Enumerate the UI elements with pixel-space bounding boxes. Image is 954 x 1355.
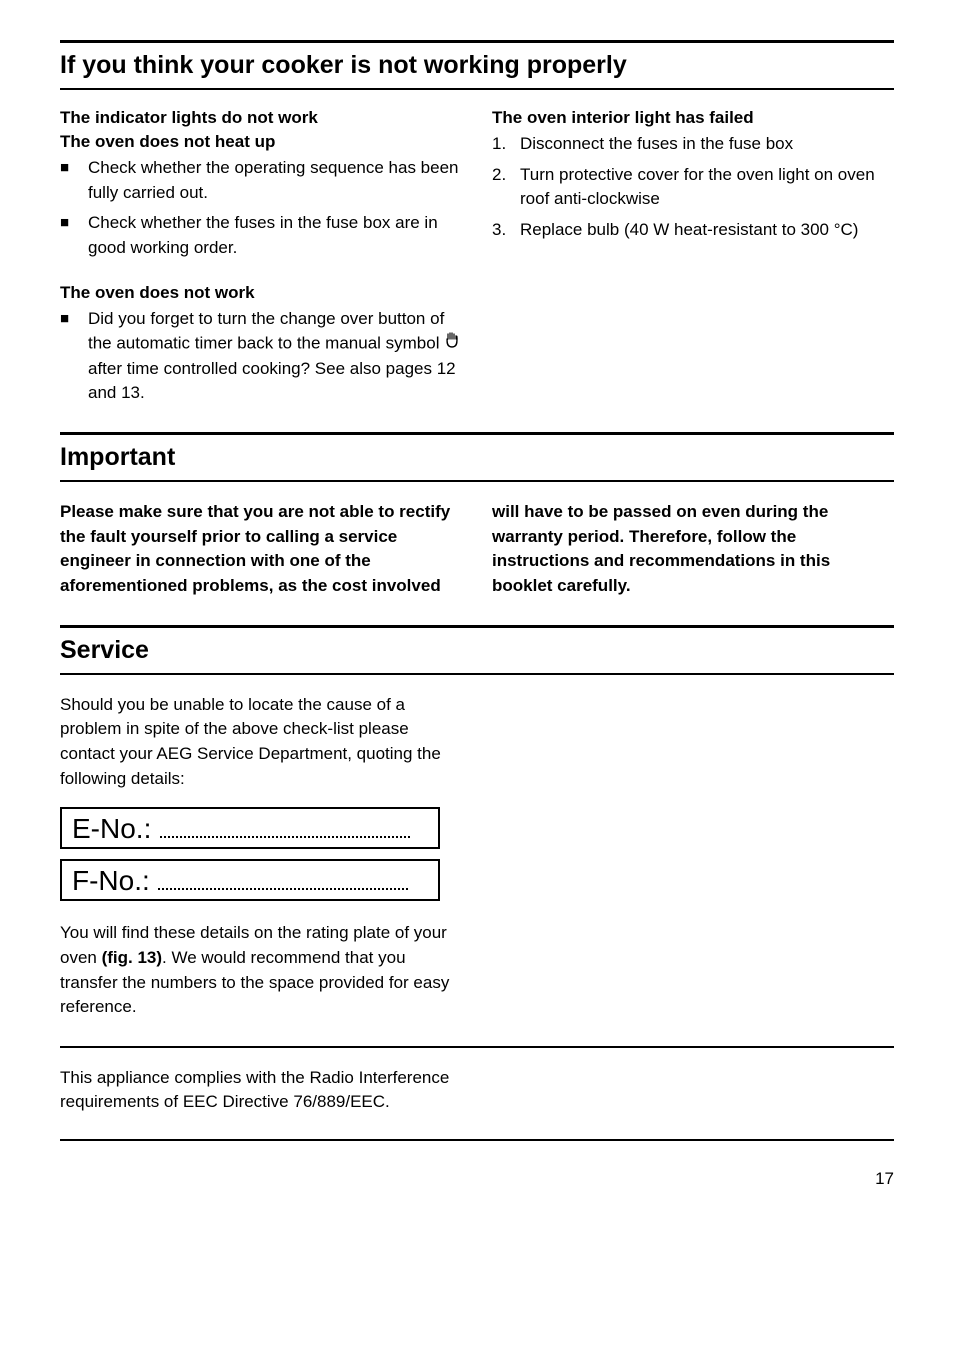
e-number-field[interactable] <box>160 836 410 838</box>
compliance-row: This appliance complies with the Radio I… <box>60 1066 894 1121</box>
f-number-label: F-No.: <box>72 865 150 897</box>
section-title-wrap: If you think your cooker is not working … <box>60 40 894 90</box>
two-column-layout: Please make sure that you are not able t… <box>60 500 894 605</box>
e-number-box: E-No.: <box>60 807 440 849</box>
important-text-right: will have to be passed on even during th… <box>492 500 894 599</box>
bullet-list-no-heat: Check whether the operating sequence has… <box>60 156 462 261</box>
left-column: Should you be unable to locate the cause… <box>60 693 462 1026</box>
troubleshooting-section: If you think your cooker is not working … <box>60 40 894 412</box>
f-number-box: F-No.: <box>60 859 440 901</box>
list-item: Turn protective cover for the oven light… <box>492 163 894 212</box>
f-number-field[interactable] <box>158 888 408 890</box>
bullet-text-pre: Did you forget to turn the change over b… <box>88 309 444 353</box>
subhead-oven-light: The oven interior light has failed <box>492 108 894 128</box>
fig-ref: (fig. 13) <box>102 948 162 967</box>
section-title: Service <box>60 636 894 665</box>
right-column <box>492 693 894 1026</box>
list-item: Check whether the fuses in the fuse box … <box>60 211 462 260</box>
compliance-text: This appliance complies with the Radio I… <box>60 1066 462 1115</box>
horizontal-rule <box>60 1139 894 1141</box>
right-column: will have to be passed on even during th… <box>492 500 894 605</box>
service-section: Service Should you be unable to locate t… <box>60 625 894 1026</box>
right-column: The oven interior light has failed Disco… <box>492 108 894 412</box>
left-column: Please make sure that you are not able t… <box>60 500 462 605</box>
bullet-list-no-work: Did you forget to turn the change over b… <box>60 307 462 407</box>
right-column <box>492 1066 894 1121</box>
two-column-layout: Should you be unable to locate the cause… <box>60 693 894 1026</box>
page-number: 17 <box>60 1169 894 1189</box>
service-after-boxes: You will find these details on the ratin… <box>60 921 462 1020</box>
section-title: Important <box>60 443 894 472</box>
numbered-list-light: Disconnect the fuses in the fuse box Tur… <box>492 132 894 243</box>
list-item: Disconnect the fuses in the fuse box <box>492 132 894 157</box>
left-column: The indicator lights do not work The ove… <box>60 108 462 412</box>
service-intro: Should you be unable to locate the cause… <box>60 693 462 792</box>
left-column: This appliance complies with the Radio I… <box>60 1066 462 1121</box>
horizontal-rule <box>60 1046 894 1048</box>
subhead-oven-no-work: The oven does not work <box>60 283 462 303</box>
subhead-indicator-lights: The indicator lights do not work <box>60 108 462 128</box>
important-section: Important Please make sure that you are … <box>60 432 894 605</box>
list-item: Did you forget to turn the change over b… <box>60 307 462 407</box>
section-title: If you think your cooker is not working … <box>60 51 894 80</box>
list-item: Replace bulb (40 W heat-resistant to 300… <box>492 218 894 243</box>
important-text-left: Please make sure that you are not able t… <box>60 500 462 599</box>
list-item: Check whether the operating sequence has… <box>60 156 462 205</box>
two-column-layout: The indicator lights do not work The ove… <box>60 108 894 412</box>
e-number-label: E-No.: <box>72 813 151 845</box>
section-title-wrap: Service <box>60 625 894 675</box>
bullet-text-post: after time controlled cooking? See also … <box>88 359 456 403</box>
subhead-oven-no-heat: The oven does not heat up <box>60 132 462 152</box>
hand-icon <box>444 331 460 357</box>
section-title-wrap: Important <box>60 432 894 482</box>
